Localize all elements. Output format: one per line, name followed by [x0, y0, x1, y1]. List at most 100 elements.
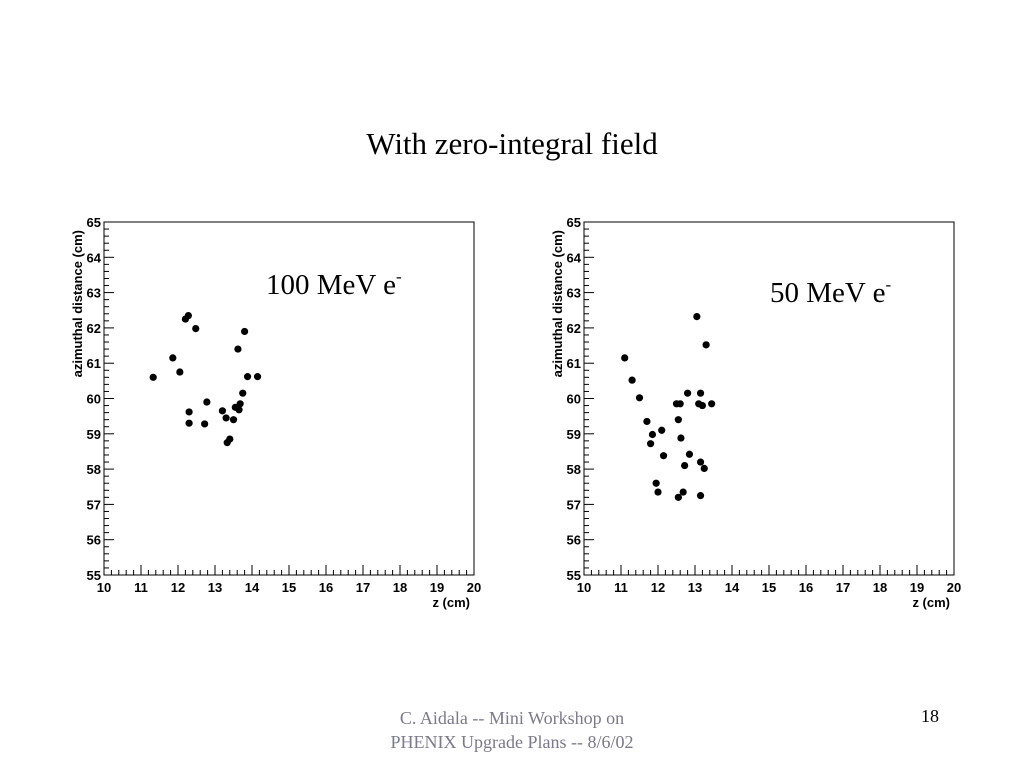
x-tick-label: 19 [430, 580, 444, 595]
y-tick-label: 61 [567, 356, 581, 371]
data-point [658, 426, 666, 434]
data-point [654, 488, 662, 496]
footer-line-2: PHENIX Upgrade Plans -- 8/6/02 [390, 732, 634, 752]
energy-annotation-superscript: - [885, 275, 891, 294]
y-tick-label: 59 [567, 427, 581, 442]
x-tick-label: 18 [873, 580, 887, 595]
y-tick-label: 65 [87, 215, 101, 230]
x-axis-label: z (cm) [912, 595, 950, 610]
data-point [235, 406, 243, 414]
x-tick-label: 10 [577, 580, 591, 595]
data-point [635, 394, 644, 402]
x-tick-label: 12 [171, 580, 185, 595]
data-point [229, 416, 238, 424]
x-tick-label: 13 [208, 580, 222, 595]
data-point [681, 461, 689, 470]
data-point [185, 419, 193, 427]
y-tick-label: 59 [87, 427, 101, 442]
data-point [149, 373, 157, 381]
y-tick-label: 58 [87, 462, 101, 477]
data-point [659, 452, 668, 460]
data-point [684, 389, 692, 397]
y-tick-label: 60 [567, 392, 581, 407]
y-tick-label: 65 [567, 215, 581, 230]
data-point [698, 401, 706, 410]
x-tick-label: 12 [651, 580, 665, 595]
page-number: 18 [921, 706, 939, 726]
data-point [648, 430, 657, 439]
data-point [685, 450, 694, 458]
data-point [621, 354, 629, 362]
data-point [203, 398, 211, 406]
y-tick-label: 64 [567, 250, 582, 265]
y-tick-label: 63 [567, 286, 581, 301]
data-point [696, 458, 705, 466]
data-point [192, 325, 200, 333]
data-point [679, 488, 687, 496]
data-point [236, 400, 244, 408]
y-tick-label: 56 [567, 533, 581, 548]
energy-annotation-text: 100 MeV e [266, 269, 396, 301]
energy-annotation: 50 MeV e- [770, 275, 891, 309]
y-tick-label: 58 [567, 462, 581, 477]
x-tick-label: 19 [910, 580, 924, 595]
data-point [234, 345, 242, 353]
data-point [239, 389, 247, 397]
x-tick-label: 14 [725, 580, 740, 595]
y-tick-label: 60 [87, 392, 101, 407]
data-point [702, 341, 710, 349]
y-tick-label: 63 [87, 286, 101, 301]
x-tick-label: 15 [762, 580, 776, 595]
slide-footer: C. Aidala -- Mini Workshop on PHENIX Upg… [344, 706, 680, 754]
data-point [218, 407, 226, 415]
data-point [677, 434, 685, 442]
y-tick-label: 55 [87, 568, 101, 583]
data-point [708, 400, 716, 408]
data-point [185, 408, 193, 416]
data-point [243, 373, 252, 381]
x-tick-label: 10 [97, 580, 111, 595]
data-point [201, 420, 209, 428]
x-tick-label: 14 [245, 580, 260, 595]
x-tick-label: 15 [282, 580, 296, 595]
data-point [674, 493, 682, 501]
data-point [176, 368, 184, 376]
energy-annotation-text: 50 MeV e [770, 277, 885, 309]
data-point [652, 479, 660, 487]
scatter-plot-50mev: 10 11 12 13 14 15 16 17 18 19 20 55 56 57 58 59 60 61 62 63… [550, 215, 961, 610]
y-tick-label: 57 [87, 497, 101, 512]
data-point [647, 440, 655, 448]
data-point [696, 389, 705, 397]
y-tick-label: 62 [87, 321, 101, 336]
data-point [628, 376, 636, 384]
data-point [253, 373, 262, 381]
x-tick-label: 20 [467, 580, 481, 595]
y-tick-label: 56 [87, 533, 101, 548]
x-tick-label: 11 [134, 580, 148, 595]
y-tick-label: 55 [567, 568, 581, 583]
footer-line-1: C. Aidala -- Mini Workshop on [399, 708, 625, 728]
slide-title: With zero-integral field [366, 126, 658, 161]
x-tick-label: 20 [947, 580, 961, 595]
x-tick-label: 17 [836, 580, 850, 595]
x-tick-label: 16 [799, 580, 813, 595]
x-tick-label: 11 [614, 580, 628, 595]
data-point [241, 327, 249, 336]
y-tick-label: 62 [567, 321, 581, 336]
data-point [184, 311, 192, 320]
data-point [643, 417, 651, 426]
energy-annotation-superscript: - [396, 267, 402, 286]
y-tick-label: 61 [87, 356, 101, 371]
scatter-plot-100mev: 10 11 12 13 14 15 16 17 18 19 20 55 56 57 58 59 60 61 62 63… [70, 215, 481, 610]
y-tick-label: 57 [567, 497, 581, 512]
x-tick-label: 17 [356, 580, 370, 595]
y-axis-label: azimuthal distance (cm) [70, 230, 85, 377]
data-point [700, 464, 708, 472]
y-tick-label: 64 [87, 250, 102, 265]
data-point [222, 414, 230, 422]
data-point [693, 313, 701, 321]
y-axis-label: azimuthal distance (cm) [550, 230, 565, 377]
data-point [696, 491, 705, 500]
data-point [169, 354, 177, 362]
data-point [226, 435, 234, 443]
